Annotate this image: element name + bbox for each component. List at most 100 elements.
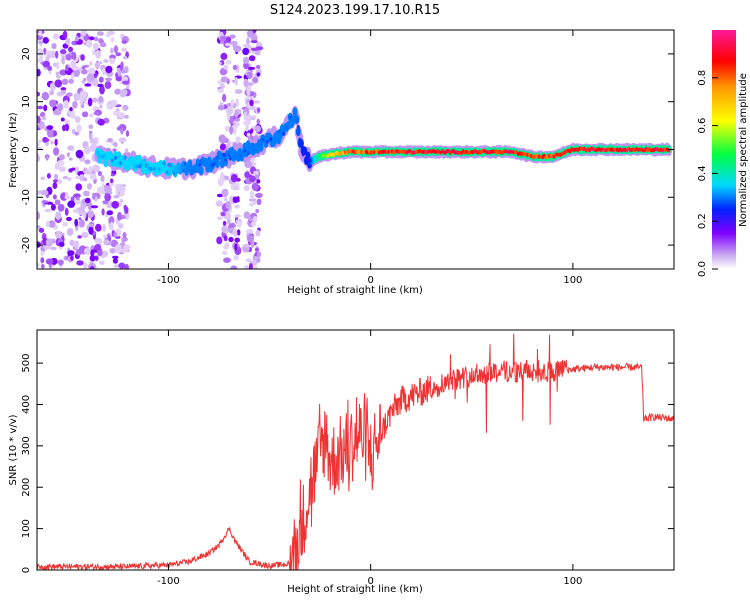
noise-speck [242,56,250,64]
ridge-mark [290,117,294,122]
noise-speck [46,173,51,179]
noise-speck [256,257,261,263]
noise-speck [225,201,231,209]
noise-speck [80,68,88,75]
colorbar: 0.0 0.2 0.4 0.6 0.8 Normalized spectral ampl… [697,30,749,277]
ridge-mark [196,169,200,174]
noise-speck [245,258,252,263]
ridge-mark [227,153,231,158]
ridge-mark [285,124,289,129]
noise-speck [113,256,118,261]
noise-speck [38,227,45,233]
noise-speck [101,208,105,216]
noise-speck [220,52,228,61]
noise-speck [228,236,234,243]
colorbar-tick-label: 0.4 [697,165,708,181]
noise-speck [81,231,89,238]
noise-speck [90,249,95,257]
noise-speck [38,121,45,130]
noise-speck [49,99,57,108]
noise-speck [102,200,109,205]
noise-speck [232,126,237,135]
noise-speck [49,82,56,91]
noise-speck [227,141,232,146]
noise-speck [230,174,238,183]
noise-speck [43,138,50,142]
noise-speck [52,62,58,67]
noise-speck [57,203,65,212]
noise-speck [113,195,120,199]
noise-speck [114,244,123,254]
ridge-mark [157,167,161,172]
ridge-mark [182,168,185,173]
noise-speck [121,70,126,74]
noise-speck [60,49,67,55]
snr-y-tick-label: 0 [21,567,32,573]
noise-speck [104,185,112,193]
noise-speck [55,75,62,79]
noise-speck [125,84,130,89]
noise-speck [219,143,227,152]
noise-speck [253,170,259,175]
noise-speck [74,199,82,204]
ridge-mark [232,153,236,158]
ridge-mark [169,163,172,168]
noise-speck [73,208,79,213]
noise-speck [65,191,69,199]
noise-speck [84,197,91,204]
noise-speck [78,219,86,228]
noise-speck [94,244,102,251]
noise-speck [234,214,242,218]
ridge-mark [162,161,166,166]
noise-speck [42,60,50,68]
noise-speck [65,64,69,72]
noise-speck [66,92,73,97]
noise-speck [65,38,71,45]
noise-speck [58,241,65,247]
noise-speck [235,136,241,142]
snr-xlabel: Height of straight line (km) [287,584,423,595]
noise-speck [49,246,57,251]
noise-speck [224,125,231,132]
noise-speck [243,62,249,70]
snr-y-tick-label: 500 [21,354,32,373]
noise-speck [86,210,95,219]
noise-speck [99,260,105,266]
noise-speck [117,185,123,192]
noise-speck [57,259,64,266]
noise-speck [72,100,78,109]
noise-speck [229,34,236,39]
spectrogram-y-tick-label: 10 [21,95,32,108]
ridge-mark [149,167,153,171]
ridge-mark [187,159,193,169]
noise-speck [71,51,75,60]
noise-speck [50,140,54,145]
ridge-mark [123,155,127,160]
noise-speck [103,234,108,239]
noise-speck [253,266,258,269]
noise-speck [255,192,263,199]
snr-y-tick-label: 100 [21,519,32,538]
noise-speck [41,91,50,101]
noise-speck [95,49,101,59]
ridge-mark [224,157,227,162]
noise-speck [53,110,61,116]
noise-speck [55,50,59,59]
ridge-mark [282,131,286,136]
noise-speck [64,207,69,216]
noise-speck [223,197,228,202]
noise-speck [37,105,44,110]
noise-speck [125,130,130,137]
noise-speck [86,183,93,190]
ridge-mark [198,162,202,167]
noise-speck [252,76,259,84]
noise-speck [93,36,99,42]
ridge-mark [114,155,117,160]
noise-speck [99,42,107,48]
spectrogram-y-tick-label: -20 [21,237,32,253]
noise-speck [216,193,224,198]
noise-speck [38,30,43,37]
noise-speck [69,157,73,161]
noise-speck [97,118,105,126]
